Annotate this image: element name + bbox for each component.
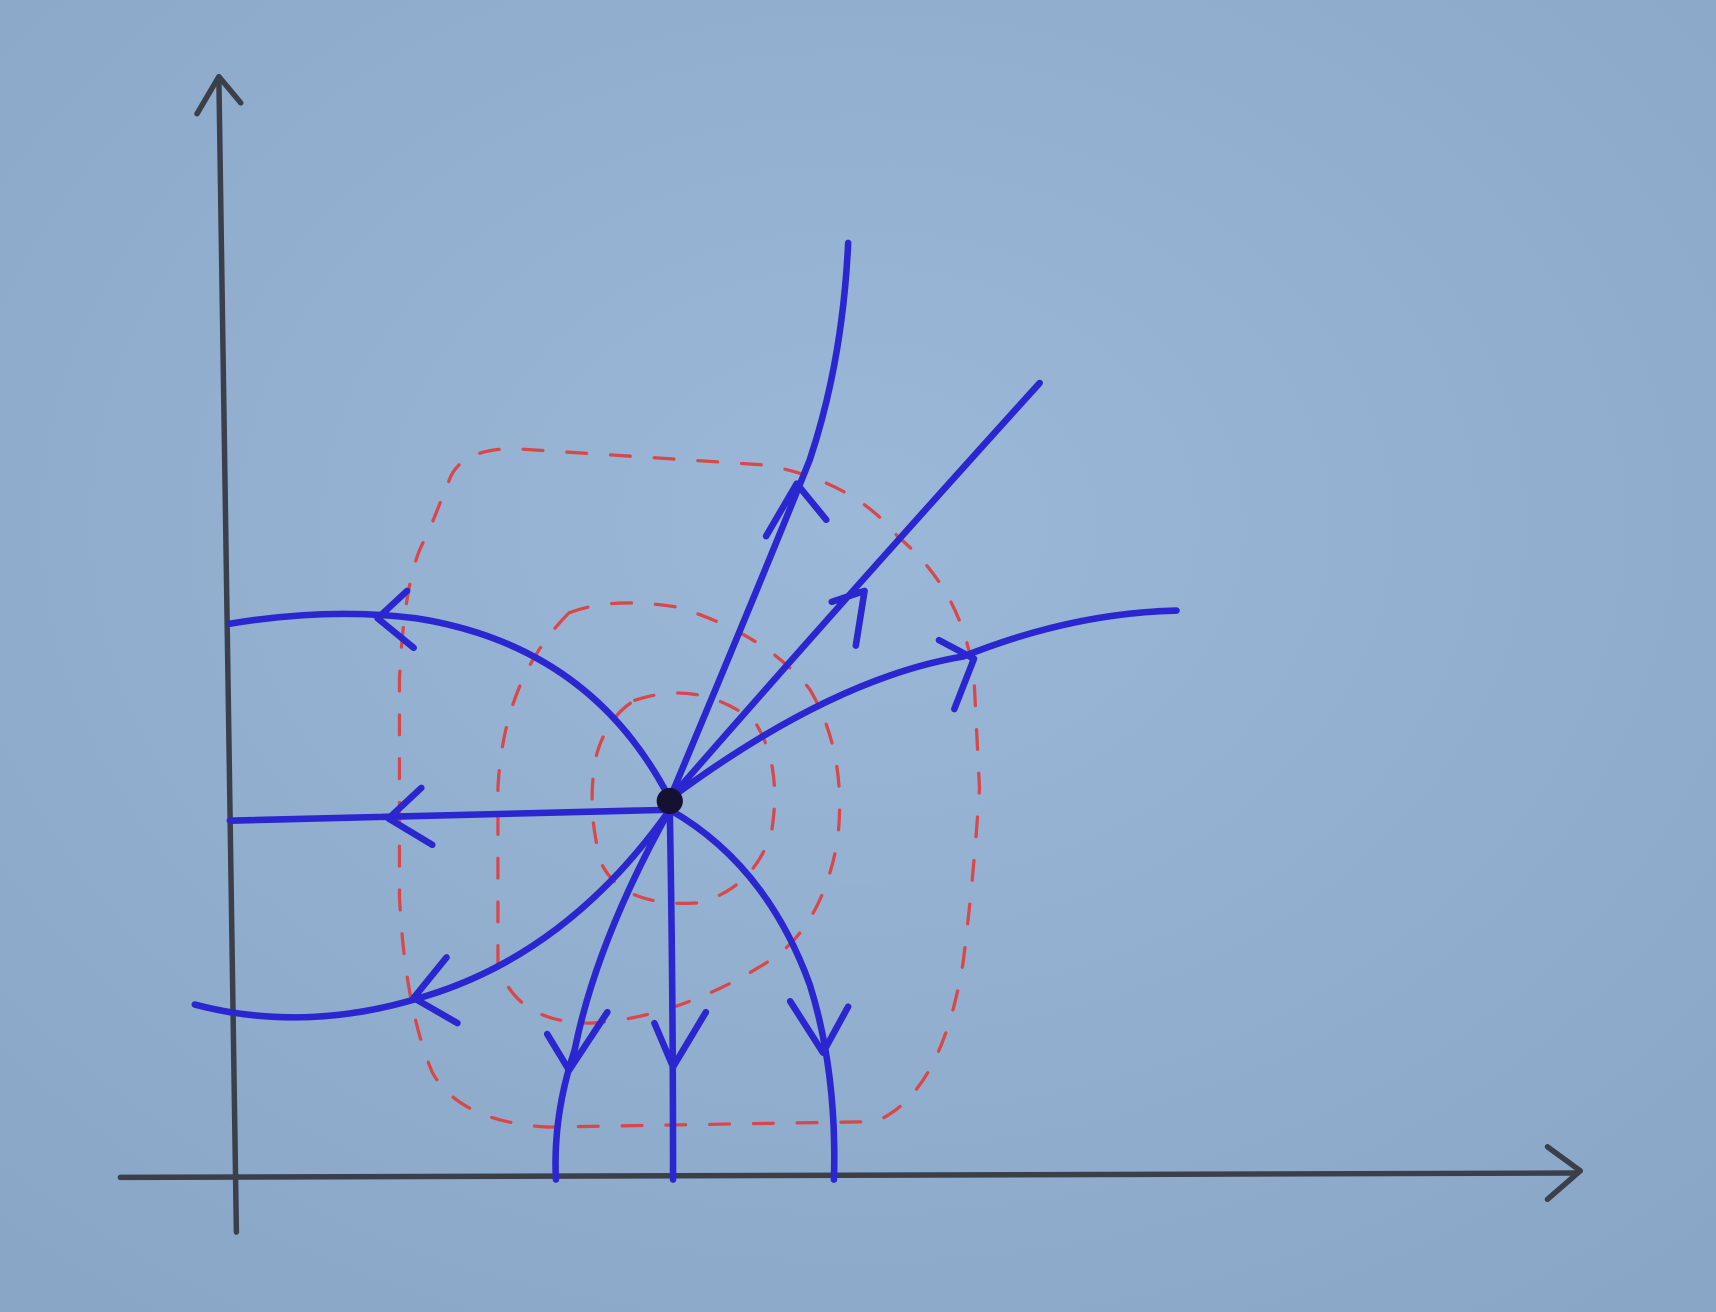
axes [117,73,1584,1235]
arrowhead [828,587,868,649]
trajectories [191,239,1180,1183]
level-curve-outer [397,446,982,1129]
equilibrium-point [656,787,683,815]
y-axis-arrow [194,73,244,117]
trajectory [666,379,1043,803]
arrowhead [935,636,978,713]
trajectory [226,806,674,824]
arrowhead [374,587,417,652]
y-axis [216,76,240,1235]
trajectory [666,806,677,1183]
trajectory [226,610,674,803]
arrowhead [651,1008,710,1071]
x-axis-arrow [1544,1144,1584,1203]
arrowhead [543,1008,611,1074]
trajectory [552,806,674,1183]
trajectory [666,806,838,1183]
trajectory [191,806,674,1021]
trajectory [666,239,852,803]
arrowhead [786,997,852,1056]
arrowhead [762,480,830,540]
arrowhead [385,784,436,849]
level-curve-middle [496,601,842,1025]
level-curves [397,446,982,1129]
x-axis [117,1170,1579,1181]
trajectory [666,607,1180,803]
arrowhead [410,954,461,1027]
